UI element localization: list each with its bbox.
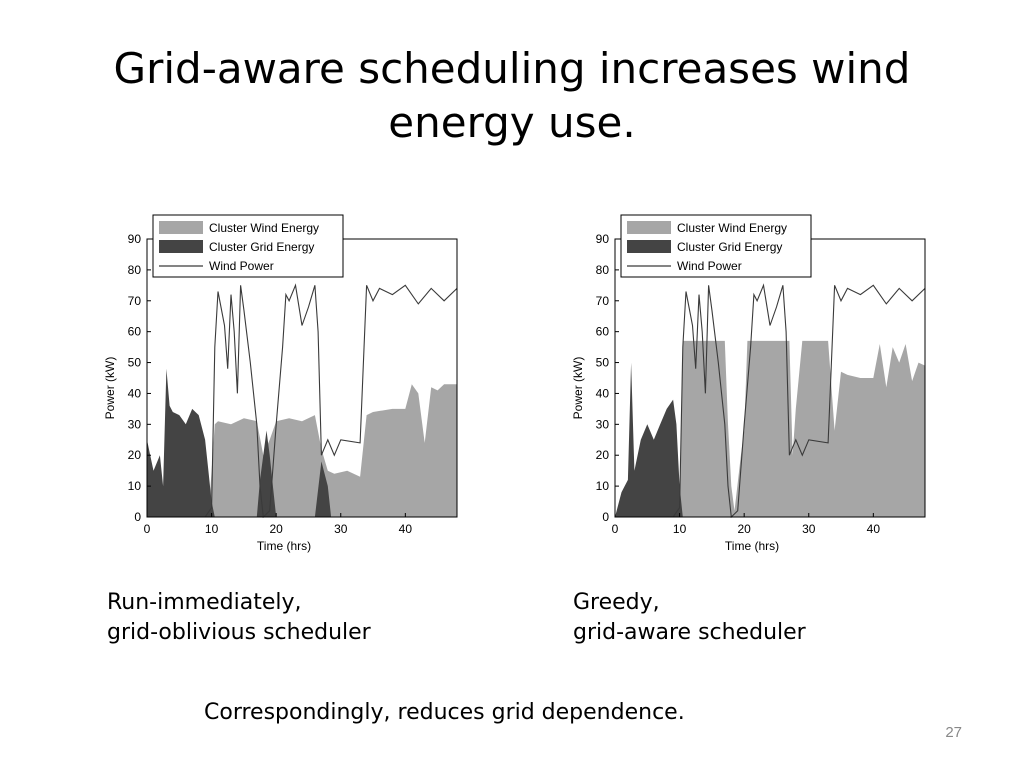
y-tick-label: 70 — [128, 294, 142, 308]
legend-label-cluster-wind-energy: Cluster Wind Energy — [209, 221, 319, 235]
x-tick-label: 10 — [205, 522, 219, 536]
y-tick-label: 60 — [596, 325, 610, 339]
x-tick-label: 40 — [867, 522, 881, 536]
y-tick-label: 60 — [128, 325, 142, 339]
series-line-wind-power — [147, 283, 458, 519]
y-tick-label: 10 — [596, 479, 610, 493]
y-tick-label: 70 — [596, 294, 610, 308]
page-number: 27 — [945, 724, 962, 741]
caption-line-2: grid-aware scheduler — [573, 620, 806, 645]
x-tick-label: 10 — [673, 522, 687, 536]
caption-run-immediately: Run-immediately, grid-oblivious schedule… — [107, 588, 371, 648]
y-tick-label: 20 — [128, 448, 142, 462]
y-tick-label: 30 — [596, 417, 610, 431]
legend-label-cluster-wind-energy: Cluster Wind Energy — [677, 221, 787, 235]
y-tick-label: 30 — [128, 417, 142, 431]
y-tick-label: 80 — [596, 263, 610, 277]
x-tick-label: 20 — [269, 522, 283, 536]
x-tick-label: 30 — [802, 522, 816, 536]
x-tick-label: 0 — [144, 522, 151, 536]
y-tick-label: 10 — [128, 479, 142, 493]
y-tick-label: 40 — [596, 386, 610, 400]
x-axis-label: Time (hrs) — [257, 539, 311, 553]
legend: Cluster Wind Energy Cluster Grid Energy Wi… — [152, 214, 344, 278]
x-tick-label: 20 — [737, 522, 751, 536]
y-tick-label: 90 — [128, 232, 142, 246]
series-area-cluster-wind-energy — [615, 340, 925, 517]
caption-greedy: Greedy, grid-aware scheduler — [573, 588, 806, 648]
footer-note: Correspondingly, reduces grid dependence… — [204, 700, 685, 725]
y-tick-label: 40 — [128, 386, 142, 400]
legend-swatch-cluster-wind-energy — [627, 221, 671, 234]
legend-swatch-cluster-grid-energy — [627, 240, 671, 253]
caption-line-1: Run-immediately, — [107, 590, 302, 615]
y-tick-label: 0 — [134, 510, 141, 524]
y-tick-label: 20 — [596, 448, 610, 462]
legend: Cluster Wind Energy Cluster Grid Energy Wi… — [620, 214, 812, 278]
x-tick-label: 40 — [399, 522, 413, 536]
slide-title: Grid-aware scheduling increases wind ene… — [113, 44, 911, 147]
legend-label-cluster-grid-energy: Cluster Grid Energy — [209, 240, 314, 254]
series-line-wind-power — [615, 283, 926, 519]
caption-line-2: grid-oblivious scheduler — [107, 620, 371, 645]
y-tick-label: 0 — [602, 510, 609, 524]
legend-label-cluster-grid-energy: Cluster Grid Energy — [677, 240, 782, 254]
chart-greedy: 0 10 20 30 40 50 60 70 80 90 0 10 20 30 40 Time (hrs) Po… — [571, 214, 926, 553]
y-tick-label: 90 — [596, 232, 610, 246]
legend-swatch-cluster-grid-energy — [159, 240, 203, 253]
legend-label-wind-power: Wind Power — [209, 259, 274, 273]
chart-run-immediately: 0 10 20 30 40 50 60 70 80 90 0 10 20 30 40 Time (hrs) Po… — [103, 214, 458, 553]
x-tick-label: 0 — [612, 522, 619, 536]
series-area-cluster-wind-energy — [147, 384, 457, 517]
series-area-cluster-grid-energy — [147, 368, 457, 517]
y-tick-label: 50 — [128, 356, 142, 370]
y-tick-label: 80 — [128, 263, 142, 277]
legend-swatch-cluster-wind-energy — [159, 221, 203, 234]
x-axis-label: Time (hrs) — [725, 539, 779, 553]
y-axis-label: Power (kW) — [103, 357, 117, 420]
legend-label-wind-power: Wind Power — [677, 259, 742, 273]
y-tick-label: 50 — [596, 356, 610, 370]
x-tick-label: 30 — [334, 522, 348, 536]
y-axis-label: Power (kW) — [571, 357, 585, 420]
series-area-cluster-grid-energy — [615, 362, 925, 517]
caption-line-1: Greedy, — [573, 590, 660, 615]
